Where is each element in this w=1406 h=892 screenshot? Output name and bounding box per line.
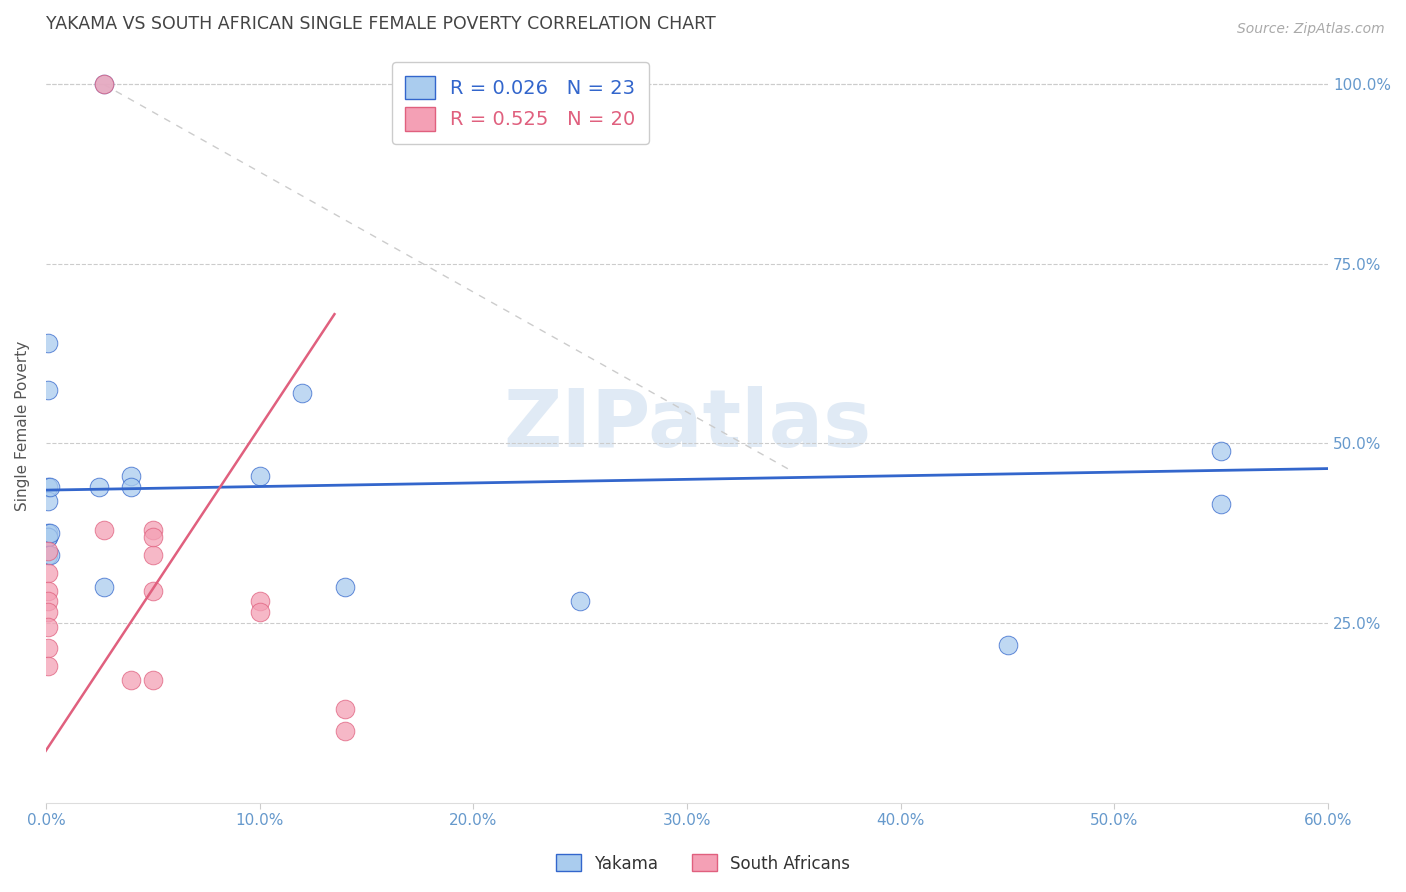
Point	[37, 530, 59, 544]
Point	[93, 580, 115, 594]
Point	[93, 78, 115, 92]
Point	[93, 523, 115, 537]
Text: Source: ZipAtlas.com: Source: ZipAtlas.com	[1237, 22, 1385, 37]
Point	[333, 702, 356, 716]
Point	[249, 594, 271, 608]
Point	[120, 479, 142, 493]
Point	[1211, 443, 1233, 458]
Point	[37, 641, 59, 656]
Point	[569, 594, 592, 608]
Point	[37, 526, 59, 541]
Point	[37, 583, 59, 598]
Point	[291, 386, 314, 401]
Point	[120, 673, 142, 688]
Point	[37, 659, 59, 673]
Point	[249, 468, 271, 483]
Point	[142, 530, 165, 544]
Text: ZIPatlas: ZIPatlas	[503, 386, 872, 465]
Point	[37, 479, 59, 493]
Point	[333, 723, 356, 738]
Point	[37, 619, 59, 633]
Y-axis label: Single Female Poverty: Single Female Poverty	[15, 341, 30, 510]
Point	[37, 335, 59, 350]
Point	[142, 673, 165, 688]
Point	[142, 548, 165, 562]
Point	[142, 583, 165, 598]
Point	[997, 638, 1019, 652]
Point	[37, 530, 59, 544]
Point	[120, 468, 142, 483]
Point	[333, 580, 356, 594]
Point	[37, 594, 59, 608]
Point	[39, 548, 62, 562]
Point	[142, 523, 165, 537]
Point	[39, 479, 62, 493]
Legend: R = 0.026   N = 23, R = 0.525   N = 20: R = 0.026 N = 23, R = 0.525 N = 20	[392, 62, 650, 145]
Point	[37, 383, 59, 397]
Point	[37, 548, 59, 562]
Point	[39, 526, 62, 541]
Point	[37, 605, 59, 619]
Point	[93, 78, 115, 92]
Point	[37, 566, 59, 580]
Text: YAKAMA VS SOUTH AFRICAN SINGLE FEMALE POVERTY CORRELATION CHART: YAKAMA VS SOUTH AFRICAN SINGLE FEMALE PO…	[46, 15, 716, 33]
Point	[37, 544, 59, 558]
Point	[37, 494, 59, 508]
Point	[249, 605, 271, 619]
Point	[1211, 498, 1233, 512]
Point	[89, 479, 111, 493]
Legend: Yakama, South Africans: Yakama, South Africans	[550, 847, 856, 880]
